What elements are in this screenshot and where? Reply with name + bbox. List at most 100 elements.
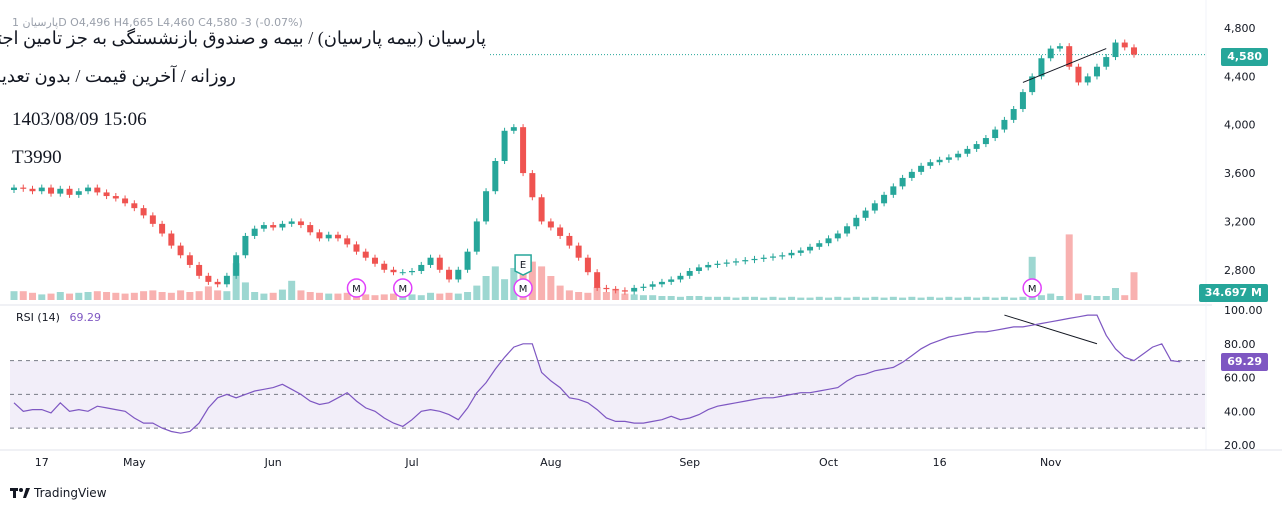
candle-body [621,290,628,292]
volume-bar [852,296,860,300]
volume-bar [658,296,666,300]
candle-body [742,260,749,262]
candle-body [890,186,897,195]
volume-bar [29,292,37,300]
earnings-marker[interactable]: E [514,254,532,276]
time-axis-tick: Jul [404,456,418,469]
volume-bar [1037,295,1045,300]
rsi-label: RSI (14) 69.29 [16,311,101,324]
candle-body [85,187,92,192]
volume-bar [1065,234,1073,300]
dividend-marker[interactable]: M [346,278,367,298]
candle-layer [11,39,1137,295]
rsi-value-tag: 69.29 [1221,353,1268,371]
volume-bar [963,296,971,300]
volume-bar [130,292,138,300]
candle-body [658,281,665,285]
volume-bar [806,297,814,300]
candle-body [797,250,804,253]
rsi-axis-tick: 40.00 [1224,405,1256,418]
candle-body [501,130,508,161]
candle-body [297,221,304,226]
candle-body [270,225,277,228]
volume-bar [214,290,222,300]
dividend-marker-shape [393,278,413,298]
volume-bar [602,292,610,300]
rsi-value: 69.29 [69,311,101,324]
dividend-marker[interactable]: M [513,278,533,298]
volume-bar [1093,296,1101,300]
candle-body [483,191,490,222]
candle-body [418,264,425,271]
volume-bar [871,296,879,300]
event-markers[interactable]: M M M E M [346,254,1042,298]
trendline-drawings[interactable] [1004,48,1107,345]
rsi-axis-tick: 100.00 [1224,304,1263,317]
dividend-marker-shape [346,278,367,298]
volume-bar [788,296,796,300]
volume-bar [769,296,777,300]
volume-bar [593,287,601,300]
volume-bar [917,297,925,300]
candle-body [11,187,17,191]
candle-body [371,257,378,264]
volume-bar [926,296,934,300]
volume-bar [565,290,573,300]
volume-tag: 34.697 M [1198,284,1268,302]
dividend-marker[interactable]: M [1022,278,1042,298]
volume-bar [667,296,675,300]
candle-body [575,245,582,258]
volume-bar [621,293,629,300]
volume-bar [75,292,83,300]
volume-bar [1047,293,1055,300]
tradingview-logo[interactable]: TradingView [10,486,107,500]
candle-body [566,235,573,246]
volume-bar [908,296,916,300]
candle-body [29,188,36,192]
candle-body [871,203,878,211]
candle-body [1112,42,1119,58]
dividend-marker[interactable]: M [393,278,413,298]
volume-bar [177,290,185,300]
candle-body [881,194,888,204]
candle-body [409,270,416,273]
candle-body [399,272,406,274]
chart-datetime: 1403/08/09 15:06 [12,109,147,130]
candle-body [140,208,147,216]
volume-bar [158,292,166,300]
volume-bar [66,293,74,300]
candle-body [927,162,934,166]
candle-body [982,138,989,145]
candle-body [205,275,212,282]
candle-body [325,234,332,239]
candle-body [1001,119,1008,130]
candle-body [446,269,453,280]
volume-bar [343,292,351,300]
earnings-marker-shape [514,254,532,276]
event-marker-label: M [352,284,361,295]
candle-body [936,159,943,163]
tradingview-logo-text: TradingView [34,486,107,500]
volume-bar [501,279,509,300]
candle-body [899,177,906,187]
candle-body [1131,47,1137,55]
volume-bar [390,293,398,300]
volume-bar [436,293,444,300]
candle-body [695,267,702,271]
volume-bar [1111,288,1119,300]
candle-body [122,198,129,204]
rsi-trendline [1004,314,1098,345]
tradingview-logo-icon [10,488,30,498]
candle-body [196,264,203,276]
candle-body [473,221,480,252]
volume-bar [880,297,888,300]
candle-body [168,233,175,246]
volume-bar [232,263,240,300]
time-axis-tick: 16 [933,456,947,469]
volume-bar [427,292,435,300]
symbol-code: T3990 [12,147,62,168]
candle-body [223,275,230,285]
candle-body [807,246,814,251]
volume-bar [464,292,472,300]
